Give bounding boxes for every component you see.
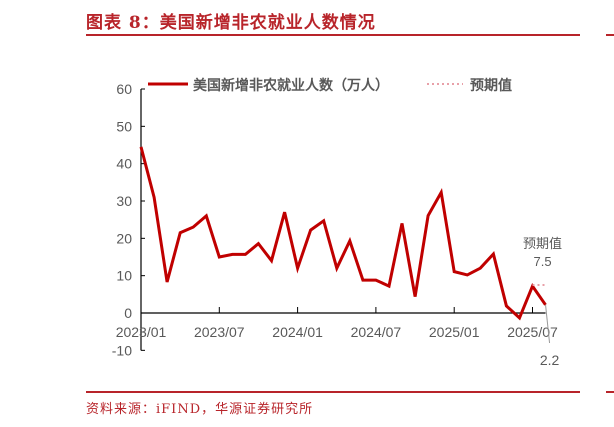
x-tick-label: 2025/01 bbox=[429, 324, 480, 340]
y-tick-label: -10 bbox=[112, 342, 132, 358]
series-line-nonfarm-payrolls bbox=[139, 146, 547, 321]
y-tick-label: 30 bbox=[116, 193, 132, 209]
annotation-expected-label: 预期值 bbox=[523, 236, 562, 252]
legend-label-expected: 预期值 bbox=[470, 77, 512, 94]
annotation-expected-value: 7.5 bbox=[534, 254, 552, 269]
adjacent-source-divider bbox=[606, 391, 614, 393]
x-tick-label: 2023/07 bbox=[194, 324, 245, 340]
x-tick-label: 2025/07 bbox=[507, 324, 558, 340]
y-tick-label: 40 bbox=[116, 156, 132, 172]
title-divider bbox=[86, 34, 580, 36]
x-tick-label: 2024/01 bbox=[272, 324, 323, 340]
y-tick-label: 20 bbox=[116, 230, 132, 246]
annotation-latest-value: 2.2 bbox=[540, 352, 560, 368]
y-tick-label: 50 bbox=[116, 118, 132, 134]
adjacent-divider bbox=[606, 34, 614, 36]
source-note: 资料来源：iFIND，华源证券研究所 bbox=[86, 402, 314, 417]
annotation-leader-line bbox=[545, 304, 551, 344]
y-tick-label: 0 bbox=[124, 305, 132, 321]
y-tick-label: 10 bbox=[116, 268, 132, 284]
x-tick-label: 2023/01 bbox=[116, 324, 167, 340]
source-divider bbox=[86, 391, 580, 393]
x-tick-label: 2024/07 bbox=[351, 324, 402, 340]
chart-title: 图表 8：美国新增非农就业人数情况 bbox=[86, 13, 376, 33]
legend-label-nonfarm: 美国新增非农就业人数（万人） bbox=[193, 77, 389, 94]
y-tick-label: 60 bbox=[116, 81, 132, 97]
